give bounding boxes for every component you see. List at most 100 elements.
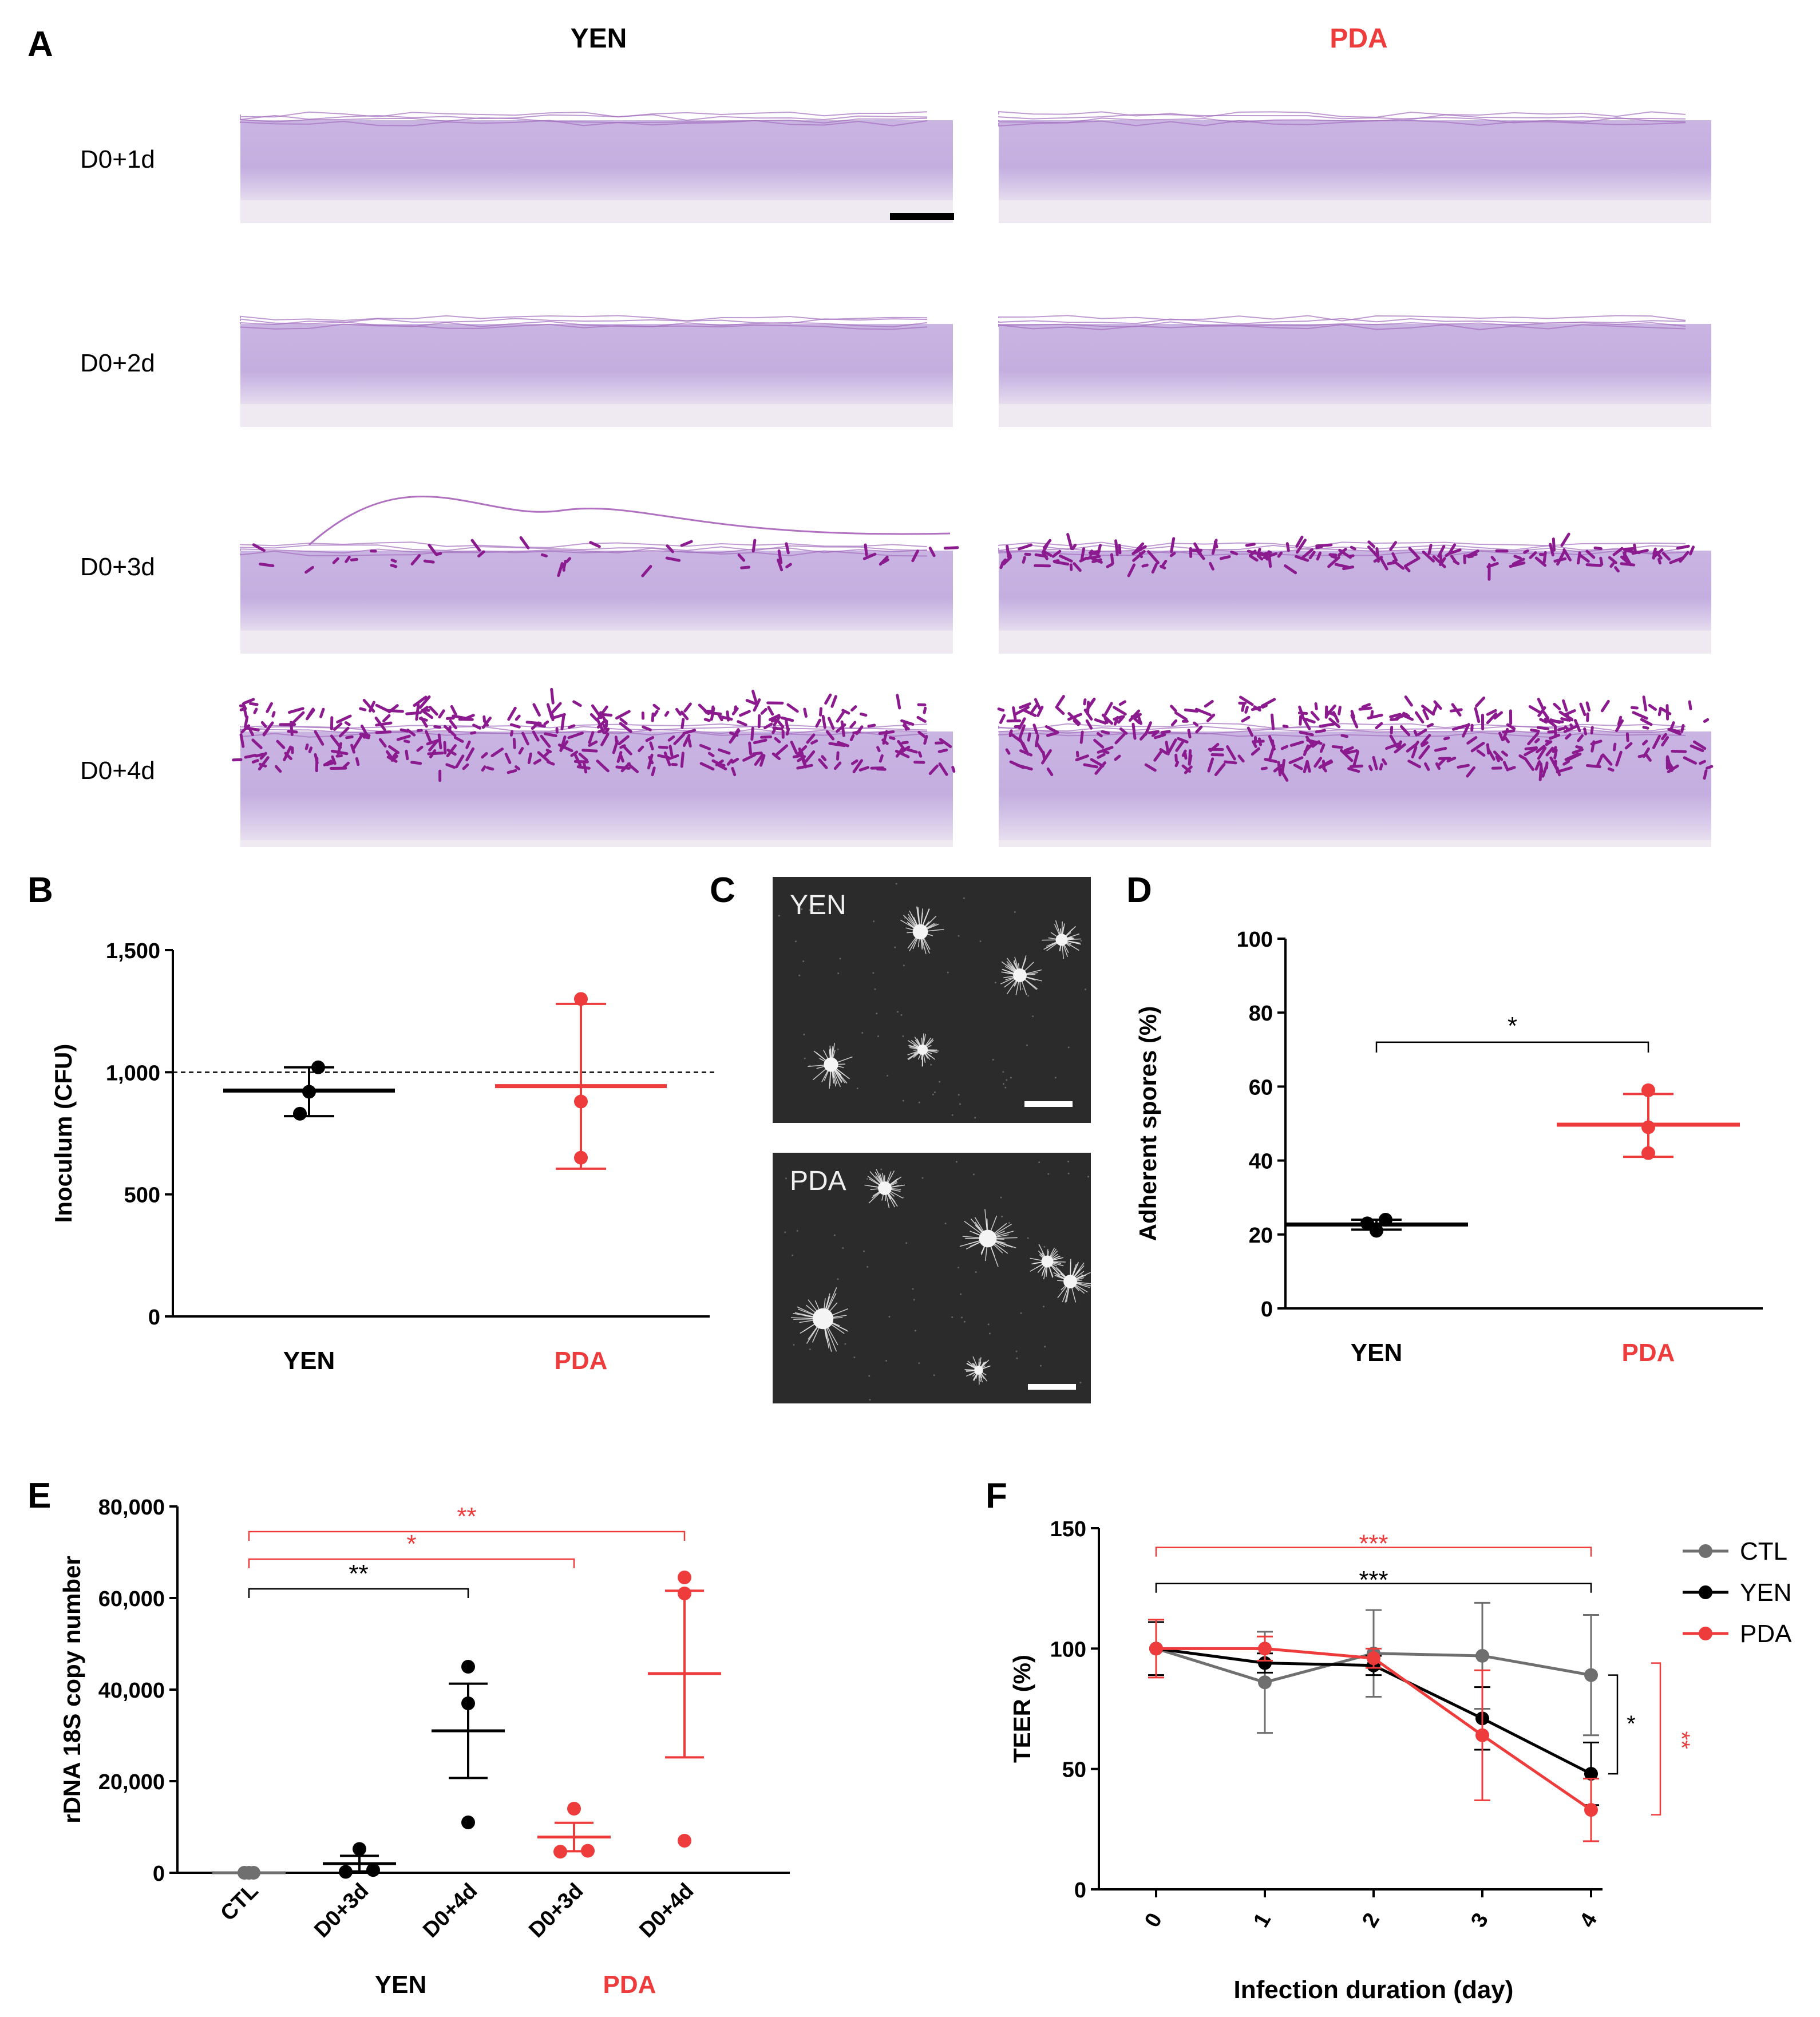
hypha (255, 753, 266, 758)
hypha (1350, 710, 1356, 719)
data-point (1584, 1803, 1598, 1817)
hypha (533, 758, 541, 765)
hypha (1534, 760, 1541, 771)
speck (880, 1168, 883, 1170)
hypha (567, 731, 584, 739)
hypha (304, 743, 309, 750)
hypha (1308, 551, 1316, 560)
hypha (1661, 736, 1669, 747)
hypha (350, 557, 359, 561)
membrane-layer (240, 404, 953, 427)
data-point (353, 1842, 366, 1856)
hypha (1260, 766, 1268, 770)
hypha (780, 716, 794, 722)
hypha (1565, 715, 1573, 721)
hypha (1382, 758, 1387, 766)
speck (947, 971, 949, 974)
spore-core (812, 1308, 834, 1330)
hypha (1486, 743, 1490, 755)
hypha (1549, 733, 1561, 740)
hypha (1278, 766, 1289, 782)
hypha (386, 756, 398, 763)
hypha (1319, 743, 1326, 753)
tissue-layer (240, 551, 953, 636)
cornified-line (240, 321, 928, 327)
speck (801, 908, 803, 911)
hypha (1690, 744, 1704, 753)
speck (974, 1117, 976, 1119)
spore-core (1063, 1275, 1077, 1288)
speck (862, 1250, 865, 1252)
panel-e-label: E (27, 1476, 52, 1516)
data-point (678, 1587, 691, 1600)
hypha (1306, 738, 1323, 745)
hypha (1188, 749, 1192, 766)
hypha (859, 712, 868, 717)
hypha (754, 753, 764, 766)
hypha (1361, 703, 1371, 709)
hypha (1214, 763, 1226, 777)
hypha (1094, 718, 1107, 725)
hypha (418, 717, 428, 722)
hypha (1073, 719, 1080, 726)
hypha (1608, 556, 1617, 564)
speck (853, 1356, 856, 1358)
hypha (1114, 539, 1119, 556)
hypha (359, 733, 371, 737)
y-tick-label: 100 (1237, 928, 1273, 952)
hypha (1030, 704, 1038, 714)
spore-colony (900, 906, 944, 954)
hypha (1167, 738, 1177, 754)
data-point (247, 1866, 260, 1880)
hypha (876, 746, 881, 753)
hypha (1583, 727, 1588, 735)
speck (844, 1343, 846, 1345)
hypha (1347, 767, 1360, 773)
hypha (1524, 757, 1535, 771)
tissue-layer (240, 731, 953, 846)
y-tick-label: 80,000 (98, 1496, 165, 1520)
hypha (588, 731, 595, 744)
cornified-line (240, 544, 928, 551)
hypha (1446, 756, 1457, 763)
histology-tile-r3-yen (240, 495, 959, 654)
hypha (1340, 749, 1354, 762)
tissue-layer (999, 324, 1711, 410)
hypha (251, 738, 263, 749)
y-axis-label: Inoculum (CFU) (50, 1044, 77, 1223)
hypha (1257, 737, 1263, 746)
hypha (750, 726, 754, 741)
cornified-line (998, 120, 1686, 127)
hypha (1562, 699, 1568, 712)
spore-colony (1053, 1259, 1091, 1303)
hypha (1267, 550, 1272, 568)
hypha (901, 741, 909, 745)
hypha (615, 765, 631, 770)
hypha (1170, 705, 1177, 713)
hypha (518, 747, 524, 755)
hypha (403, 739, 410, 743)
hypha (1556, 549, 1566, 566)
cornified-line (240, 541, 928, 548)
hypha (1466, 766, 1476, 778)
hypha (276, 739, 286, 749)
hypha (527, 752, 532, 764)
x-tick-label: 3 (1466, 1909, 1493, 1931)
micrograph-pda-spores (784, 1160, 1091, 1401)
hypha (1445, 551, 1453, 557)
hypha (319, 707, 325, 718)
speck (804, 1057, 806, 1059)
hypha (1475, 696, 1486, 707)
hypha (718, 715, 733, 721)
y-axis-label: rDNA 18S copy number (58, 1556, 85, 1824)
hypha (849, 721, 857, 729)
hypha (1392, 559, 1405, 570)
x-tick-label: CTL (216, 1879, 263, 1926)
hypha (589, 541, 601, 548)
hypha (1549, 756, 1560, 773)
significance-bracket (1651, 1662, 1661, 1816)
hypha (1165, 741, 1170, 756)
hypha (405, 711, 422, 715)
tissue-layer (240, 120, 953, 206)
hypha (619, 722, 632, 733)
